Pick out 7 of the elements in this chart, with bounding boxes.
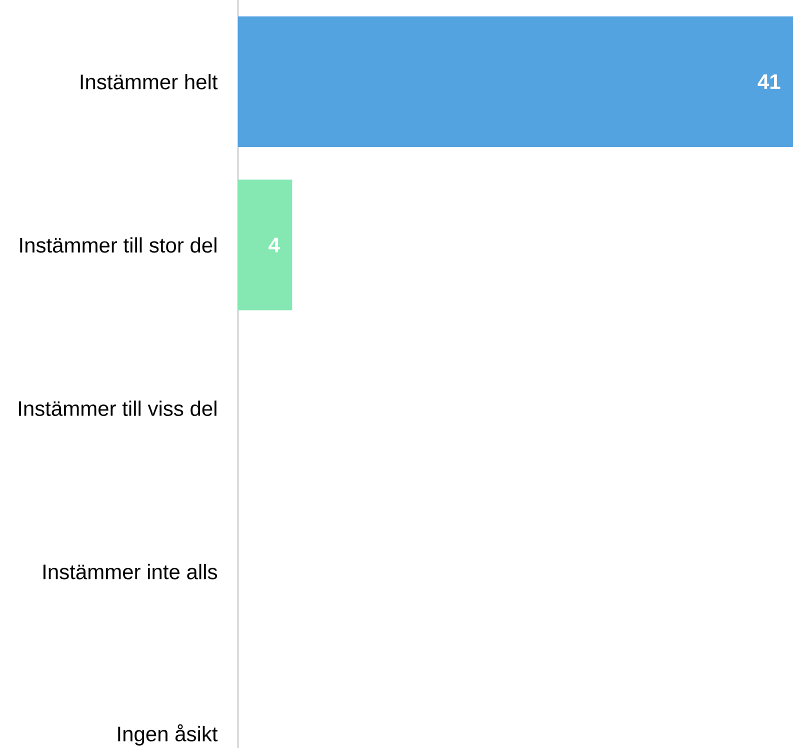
data-label: 41 (758, 74, 780, 89)
y-tick-label: Ingen åsikt (118, 724, 218, 746)
data-label: 4 (268, 238, 280, 252)
y-tick-label: Instämmer inte alls (44, 564, 217, 580)
y-tick-label: Instämmer till stor del (20, 237, 216, 253)
y-tick-label: Instämmer till viss del (19, 400, 216, 416)
y-tick-label: Instämmer helt (80, 74, 218, 90)
